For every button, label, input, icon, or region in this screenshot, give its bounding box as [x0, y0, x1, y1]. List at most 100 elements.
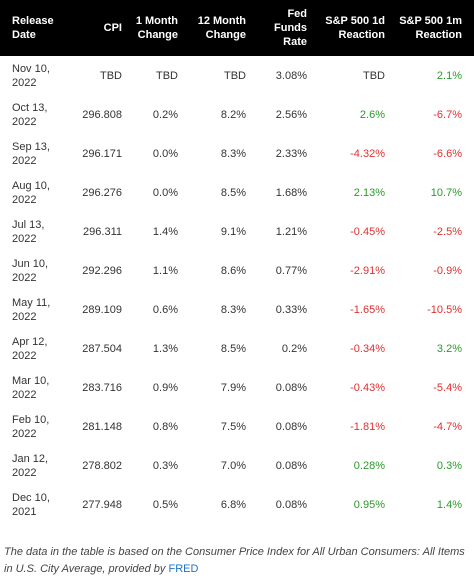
cell-sp500-1d-reaction: 0.95% [353, 498, 385, 511]
cell-1-month-change: 1.3% [152, 342, 178, 355]
cell-12-month-change: 6.8% [220, 498, 246, 511]
cell-fed-funds-rate: 0.33% [275, 303, 307, 316]
cell-cpi: 296.171 [82, 147, 122, 160]
cell-12-month-change: 8.3% [220, 303, 246, 316]
cell-1-month-change: 0.2% [152, 108, 178, 121]
cell-fed-funds-rate: 0.08% [275, 420, 307, 433]
cell-sp500-1m-reaction: -10.5% [427, 303, 462, 316]
cell-release-date: Mar 10, 2022 [12, 374, 50, 401]
cell-fed-funds-rate: 2.56% [275, 108, 307, 121]
cell-fed-funds-rate: 0.2% [281, 342, 307, 355]
cell-release-date: Jun 10, 2022 [12, 257, 49, 284]
cell-sp500-1m-reaction: 10.7% [430, 186, 462, 199]
cell-sp500-1m-reaction: -2.5% [433, 225, 462, 238]
cell-cpi: 296.808 [82, 108, 122, 121]
table-caption: The data in the table is based on the Co… [4, 544, 470, 578]
header-1-month-change: 1 Month Change [135, 15, 178, 41]
table-row: Sep 13, 2022 296.171 0.0% 8.3% 2.33% -4.32% -6… [0, 134, 474, 173]
header-sp500-1d-reaction: S&P 500 1d Reaction [325, 15, 385, 41]
cell-fed-funds-rate: 0.08% [275, 498, 307, 511]
cell-sp500-1d-reaction: 2.6% [359, 108, 385, 121]
cell-cpi: 292.296 [82, 264, 122, 277]
cell-12-month-change: 8.3% [220, 147, 246, 160]
header-12-month-change: 12 Month Change [197, 15, 246, 41]
cell-fed-funds-rate: 3.08% [275, 69, 307, 82]
header-cpi: CPI [103, 22, 122, 34]
cell-fed-funds-rate: 1.68% [275, 186, 307, 199]
cell-sp500-1m-reaction: -4.7% [433, 420, 462, 433]
cell-cpi: 278.802 [82, 459, 122, 472]
cell-sp500-1d-reaction: -0.34% [350, 342, 385, 355]
header-sp500-1m-reaction: S&P 500 1m Reaction [399, 15, 462, 41]
cell-sp500-1d-reaction: -1.81% [350, 420, 385, 433]
cell-release-date: Apr 12, 2022 [12, 335, 48, 362]
cell-sp500-1d-reaction: -2.91% [350, 264, 385, 277]
cell-12-month-change: 8.2% [220, 108, 246, 121]
cell-sp500-1d-reaction: 0.28% [353, 459, 385, 472]
cell-cpi: 283.716 [82, 381, 122, 394]
header-release-date: Release Date [12, 15, 54, 41]
cell-release-date: Dec 10, 2021 [12, 491, 50, 518]
table-row: Jan 12, 2022 278.802 0.3% 7.0% 0.08% 0.28% 0.3… [0, 446, 474, 485]
cell-fed-funds-rate: 0.77% [275, 264, 307, 277]
table-row: Jun 10, 2022 292.296 1.1% 8.6% 0.77% -2.91% -0… [0, 251, 474, 290]
cell-cpi: TBD [100, 69, 122, 82]
cell-sp500-1m-reaction: 1.4% [436, 498, 462, 511]
cell-release-date: Oct 13, 2022 [12, 101, 48, 128]
caption-text: The data in the table is based on the Co… [4, 546, 465, 575]
cell-sp500-1m-reaction: -6.7% [433, 108, 462, 121]
table-row: Nov 10, 2022 TBD TBD TBD 3.08% TBD 2.1% [0, 56, 474, 95]
cell-12-month-change: 9.1% [220, 225, 246, 238]
cell-release-date: Jan 12, 2022 [12, 452, 49, 479]
cell-sp500-1m-reaction: 0.3% [436, 459, 462, 472]
table-row: Oct 13, 2022 296.808 0.2% 8.2% 2.56% 2.6% -6.7… [0, 95, 474, 134]
cell-fed-funds-rate: 1.21% [275, 225, 307, 238]
cell-sp500-1d-reaction: 2.13% [353, 186, 385, 199]
cell-cpi: 287.504 [82, 342, 122, 355]
cell-1-month-change: 0.6% [152, 303, 178, 316]
cell-cpi: 277.948 [82, 498, 122, 511]
cell-1-month-change: 0.8% [152, 420, 178, 433]
cell-sp500-1m-reaction: -6.6% [433, 147, 462, 160]
cell-1-month-change: 0.0% [152, 147, 178, 160]
cell-release-date: May 11, 2022 [12, 296, 51, 323]
cell-12-month-change: 7.5% [220, 420, 246, 433]
table-row: Apr 12, 2022 287.504 1.3% 8.5% 0.2% -0.34% 3.2… [0, 329, 474, 368]
cell-release-date: Aug 10, 2022 [12, 179, 50, 206]
cell-fed-funds-rate: 2.33% [275, 147, 307, 160]
cell-sp500-1d-reaction: -1.65% [350, 303, 385, 316]
table-row: May 11, 2022 289.109 0.6% 8.3% 0.33% -1.65% -1… [0, 290, 474, 329]
cell-sp500-1m-reaction: -0.9% [433, 264, 462, 277]
table-header: Release Date CPI 1 Month Change 12 Month… [0, 0, 474, 56]
cell-cpi: 281.148 [82, 420, 122, 433]
table-row: Jul 13, 2022 296.311 1.4% 9.1% 1.21% -0.45% -2… [0, 212, 474, 251]
cell-12-month-change: 7.0% [220, 459, 246, 472]
cell-12-month-change: 7.9% [220, 381, 246, 394]
cell-1-month-change: 1.4% [152, 225, 178, 238]
cell-cpi: 296.311 [83, 225, 122, 238]
table-row: Mar 10, 2022 283.716 0.9% 7.9% 0.08% -0.43% -5… [0, 368, 474, 407]
cell-sp500-1d-reaction: -0.45% [350, 225, 385, 238]
cell-fed-funds-rate: 0.08% [275, 381, 307, 394]
cell-sp500-1d-reaction: -0.43% [350, 381, 385, 394]
cell-12-month-change: 8.6% [220, 264, 246, 277]
cell-fed-funds-rate: 0.08% [275, 459, 307, 472]
cell-release-date: Sep 13, 2022 [12, 140, 50, 167]
cell-cpi: 289.109 [82, 303, 122, 316]
table-row: Aug 10, 2022 296.276 0.0% 8.5% 1.68% 2.13% 10.… [0, 173, 474, 212]
cell-1-month-change: 0.3% [152, 459, 178, 472]
cell-cpi: 296.276 [82, 186, 122, 199]
cell-1-month-change: TBD [156, 69, 178, 82]
cell-release-date: Jul 13, 2022 [12, 218, 45, 245]
cell-12-month-change: 8.5% [220, 186, 246, 199]
cell-sp500-1d-reaction: -4.32% [350, 147, 385, 160]
cell-sp500-1d-reaction: TBD [363, 69, 385, 82]
cell-sp500-1m-reaction: -5.4% [433, 381, 462, 394]
cell-sp500-1m-reaction: 2.1% [436, 69, 462, 82]
fred-link[interactable]: FRED [168, 563, 199, 575]
table-row: Feb 10, 2022 281.148 0.8% 7.5% 0.08% -1.81% -4… [0, 407, 474, 446]
cell-1-month-change: 1.1% [152, 264, 178, 277]
table-row: Dec 10, 2021 277.948 0.5% 6.8% 0.08% 0.95% 1.4… [0, 485, 474, 524]
cell-12-month-change: 8.5% [220, 342, 246, 355]
cell-1-month-change: 0.9% [152, 381, 178, 394]
